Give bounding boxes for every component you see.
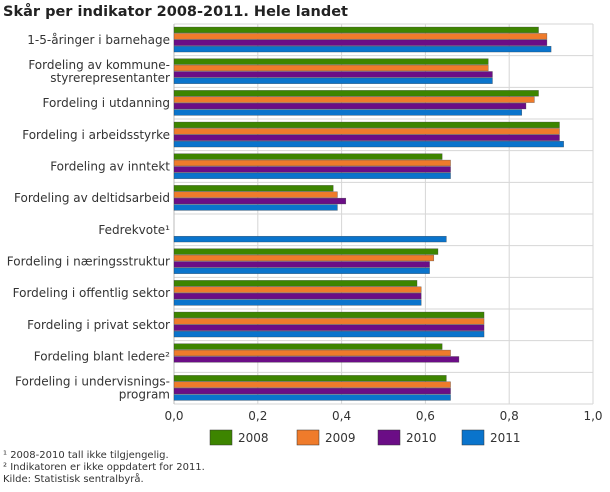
grid	[173, 23, 594, 405]
category-label: Fordeling i næringsstruktur	[7, 255, 170, 269]
footnote-2: ² Indikatoren er ikke oppdatert for 2011…	[3, 462, 205, 473]
legend: 2008 2009 2010 2011	[209, 429, 521, 446]
legend-label: 2008	[238, 431, 269, 445]
category-label: program	[119, 388, 170, 402]
bar-2009	[173, 96, 535, 103]
bar-2009	[173, 33, 548, 40]
category-label: Fordeling i undervisnings-	[15, 375, 170, 389]
bar-2009	[173, 159, 451, 167]
x-tick-labels: 0,0 0,2 0,4 0,6 0,8 1,0	[164, 409, 602, 423]
bar-2009	[173, 381, 451, 388]
bar-2011	[173, 394, 451, 401]
bar-2008	[173, 153, 443, 160]
category-label: Fordeling i utdanning	[43, 96, 170, 110]
bar-2008	[173, 311, 485, 319]
bar-2010	[173, 134, 560, 141]
x-tick-label: 0,4	[332, 409, 351, 423]
bar-2008	[173, 343, 443, 350]
legend-label: 2011	[490, 431, 521, 445]
bar-2011	[173, 267, 430, 274]
bar-2008	[173, 58, 489, 65]
bar-2010	[173, 261, 430, 268]
bar-2010	[173, 387, 451, 395]
legend-label: 2010	[406, 431, 437, 445]
bar-2010	[173, 39, 548, 46]
footnote-1: ¹ 2008-2010 tall ikke tilgjengelig.	[3, 450, 169, 461]
category-label: styrerepresentanter	[50, 71, 170, 85]
bar-2009	[173, 191, 338, 198]
bar-2009	[173, 318, 485, 325]
category-label: Fordeling av kommune-	[28, 58, 170, 72]
x-tick-label: 0,2	[248, 409, 267, 423]
category-labels: 1-5-åringer i barnehage Fordeling av komm…	[7, 33, 171, 402]
x-tick-label: 1,0	[583, 409, 602, 423]
legend-swatch-2009	[296, 429, 320, 446]
bar-2009	[173, 64, 489, 72]
bar-2010	[173, 166, 451, 173]
category-label: Fordeling blant ledere²	[34, 350, 170, 364]
legend-swatch-2008	[209, 429, 233, 446]
bar-2011	[173, 45, 552, 53]
bar-2008	[173, 185, 334, 192]
footnotes: ¹ 2008-2010 tall ikke tilgjengelig. ² In…	[3, 450, 205, 485]
category-label: Fordeling av deltidsarbeid	[14, 191, 170, 205]
bar-2008	[173, 280, 418, 287]
legend-swatch-2010	[377, 429, 401, 446]
category-label: Fedrekvote¹	[98, 223, 170, 237]
bar-2008	[173, 248, 439, 255]
bar-2011	[173, 299, 422, 306]
bar-2010	[173, 71, 493, 78]
bar-2008	[173, 121, 560, 129]
bar-2009	[173, 286, 422, 293]
bar-2011	[173, 172, 451, 179]
bar-2010	[173, 197, 347, 205]
category-label: Fordeling i offentlig sektor	[13, 286, 170, 300]
chart-title: Skår per indikator 2008-2011. Hele lande…	[3, 3, 348, 20]
bar-2008	[173, 26, 539, 34]
x-tick-label: 0,8	[500, 409, 519, 423]
category-label: Fordeling av inntekt	[50, 160, 170, 174]
bar-2011	[173, 204, 338, 211]
bar-2010	[173, 356, 460, 363]
bar-2010	[173, 102, 527, 110]
bar-2011	[173, 140, 564, 148]
bar-2008	[173, 375, 447, 382]
category-label: Fordeling i privat sektor	[27, 318, 170, 332]
legend-swatch-2011	[461, 429, 485, 446]
x-tick-label: 0,6	[416, 409, 435, 423]
bar-2009	[173, 349, 451, 357]
bar-2010	[173, 292, 422, 300]
bar-2011	[173, 77, 493, 84]
bar-2011	[173, 330, 485, 338]
bar-2009	[173, 128, 560, 135]
bar-2011	[173, 235, 447, 243]
bar-2008	[173, 90, 539, 97]
bars	[173, 26, 564, 401]
bar-2011	[173, 109, 523, 116]
source-note: Kilde: Statistisk sentralbyrå.	[3, 472, 144, 485]
legend-label: 2009	[325, 431, 356, 445]
category-label: 1-5-åringer i barnehage	[27, 33, 170, 47]
category-label: Fordeling i arbeidsstyrke	[22, 128, 170, 142]
bar-2010	[173, 324, 485, 331]
bar-2009	[173, 254, 435, 262]
x-tick-label: 0,0	[164, 409, 183, 423]
